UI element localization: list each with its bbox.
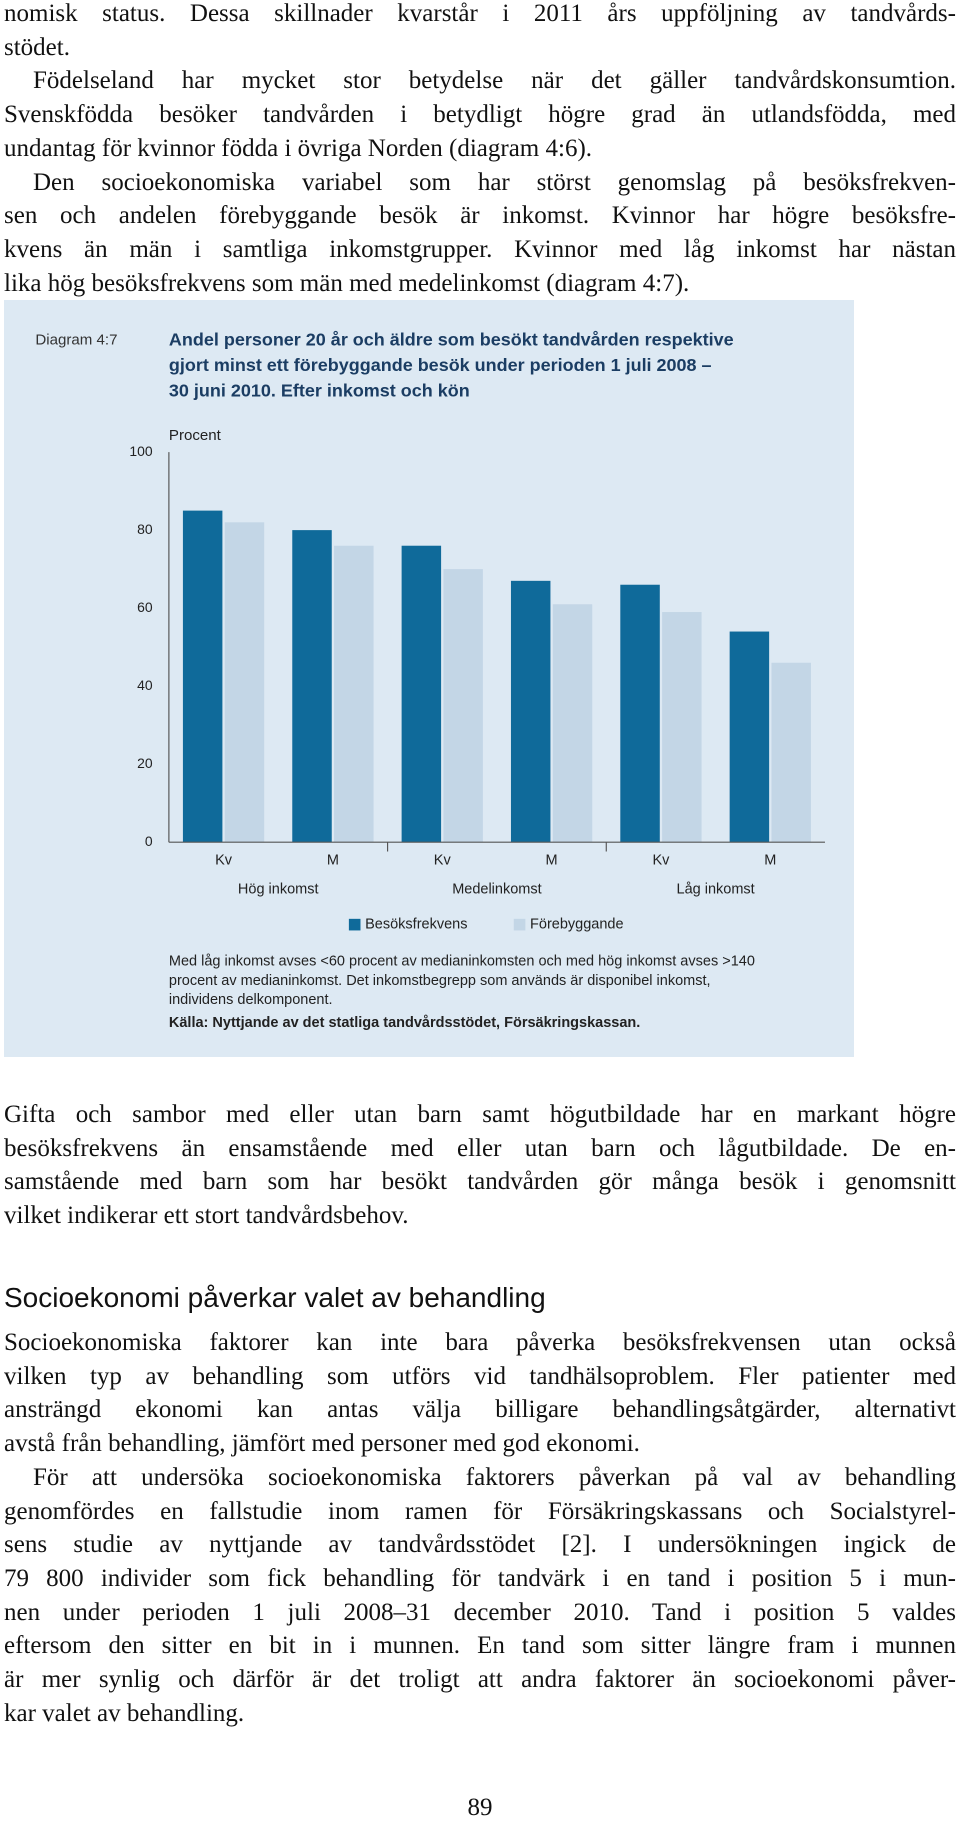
text-line: avstå från behandling, jämfört med perso… — [4, 1430, 640, 1458]
text-line: Socioekonomiska faktorer kan inte bara p… — [4, 1329, 956, 1356]
paragraph: Den socioekonomiska variabel som har stö… — [4, 166, 956, 301]
bar — [292, 530, 332, 843]
text-line: nen under perioden 1 juli 2008–31 decemb… — [4, 1598, 956, 1626]
bar — [443, 569, 483, 843]
text-line: Födelseland har mycket stor betydelse nä… — [33, 67, 956, 95]
bar — [552, 604, 593, 843]
x-tick-label: M — [546, 853, 558, 869]
text-line: 79 800 individer som fick behandling för… — [4, 1564, 956, 1592]
x-tick-label: Kv — [434, 853, 452, 869]
text-line: kvens än män i samtliga inkomstgrupper. … — [4, 235, 956, 263]
y-tick-label: 80 — [137, 521, 153, 537]
bar — [224, 522, 265, 843]
bar — [662, 612, 702, 843]
x-tick-label: M — [764, 853, 776, 869]
paragraph: Gifta och sambor med eller utan barn sam… — [4, 1098, 956, 1233]
text-line: stödet. — [4, 33, 70, 61]
diagram-label: Diagram 4:7 — [35, 332, 117, 349]
text-line: Svenskfödda besöker tandvården i betydli… — [4, 101, 956, 129]
y-axis-label: Procent — [169, 427, 222, 444]
text-line: lika hög besöksfrekvens som män med mede… — [4, 269, 690, 297]
note: individens delkomponent. — [169, 992, 333, 1008]
chart-title: 30 juni 2010. Efter inkomst och kön — [169, 380, 470, 400]
section-heading: Socioekonomi påverkar valet av behandlin… — [4, 1282, 546, 1313]
text-block: nomisk status. Dessa skillnader kvarstår… — [4, 0, 956, 300]
y-tick-label: 100 — [129, 443, 152, 459]
bar — [334, 545, 374, 843]
y-tick-label: 0 — [145, 833, 153, 849]
bar — [620, 584, 660, 843]
paragraph: För att undersöka socioekonomiska faktor… — [4, 1461, 956, 1731]
text-line: nomisk status. Dessa skillnader kvarstår… — [4, 0, 956, 27]
legend-swatch — [513, 918, 526, 931]
chart-title: Andel personer 20 år och äldre som besök… — [169, 329, 734, 349]
note: Med låg inkomst avses <60 procent av med… — [169, 954, 755, 970]
text-line: För att undersöka socioekonomiska faktor… — [33, 1463, 956, 1491]
chart: Diagram 4:7 Procent Källa: Nyttjande av … — [4, 300, 854, 1057]
text-block: Socioekonomiska faktorer kan inte bara p… — [4, 1326, 956, 1730]
bar — [729, 631, 770, 843]
y-tick-label: 40 — [137, 677, 153, 693]
text-line: är mer synlig och därför är det troligt … — [4, 1666, 956, 1694]
text-line: besöksfrekvens än ensamstående med eller… — [4, 1134, 956, 1162]
group-label: Medelinkomst — [452, 882, 541, 898]
text-line: Gifta och sambor med eller utan barn sam… — [4, 1101, 956, 1128]
bar — [771, 662, 811, 843]
x-tick-label: Kv — [215, 853, 233, 869]
paragraph: Socioekonomiska faktorer kan inte bara p… — [4, 1326, 956, 1461]
text-line: sens studie av nyttjande av tandvårdsstö… — [4, 1531, 956, 1559]
text-line: eftersom den sitter en bit in i munnen. … — [4, 1632, 956, 1660]
text-block: Gifta och sambor med eller utan barn sam… — [4, 1098, 956, 1233]
legend-label: Besöksfrekvens — [365, 916, 467, 932]
bar — [510, 580, 551, 843]
paragraph: nomisk status. Dessa skillnader kvarstår… — [4, 0, 956, 64]
y-tick-label: 60 — [137, 599, 153, 615]
legend-swatch — [348, 918, 361, 931]
page-number: 89 — [467, 1794, 493, 1821]
x-tick-label: Kv — [652, 853, 670, 869]
text-line: sen och andelen förebyggande besök är in… — [4, 202, 956, 230]
y-tick-label: 20 — [137, 755, 153, 771]
text-line: samstående med barn som har besökt tandv… — [4, 1168, 956, 1196]
text-line: vilket indikerar ett stort tandvårdsbeho… — [4, 1202, 409, 1230]
text-line: genomfördes en fallstudie inom ramen för… — [4, 1497, 956, 1525]
note: procent av medianinkomst. Det inkomstbeg… — [169, 973, 711, 989]
legend-label: Förebyggande — [530, 916, 624, 932]
text-line: vilken typ av behandling som utförs vid … — [4, 1362, 956, 1390]
x-tick-label: M — [327, 853, 339, 869]
group-label: Låg inkomst — [677, 882, 755, 898]
text-line: kar valet av behandling. — [4, 1699, 245, 1727]
bar — [182, 510, 223, 843]
source: Källa: Nyttjande av det statliga tandvår… — [169, 1015, 640, 1031]
bar — [401, 545, 442, 843]
text-line: ansträngd ekonomi kan antas välja billig… — [4, 1396, 956, 1424]
group-label: Hög inkomst — [238, 882, 319, 898]
paragraph: Födelseland har mycket stor betydelse nä… — [4, 64, 956, 165]
chart-title: gjort minst ett förebyggande besök under… — [169, 355, 712, 375]
text-line: Den socioekonomiska variabel som har stö… — [33, 168, 956, 196]
text-line: undantag för kvinnor födda i övriga Nord… — [4, 134, 593, 162]
